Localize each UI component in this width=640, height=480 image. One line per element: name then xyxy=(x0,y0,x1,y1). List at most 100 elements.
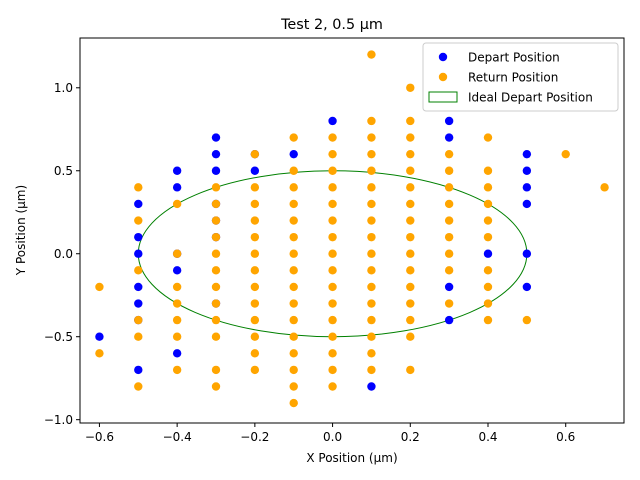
legend-label: Ideal Depart Position xyxy=(468,91,593,105)
data-point xyxy=(289,232,298,242)
data-point xyxy=(328,133,337,142)
data-point xyxy=(250,349,260,358)
data-point xyxy=(250,249,260,258)
data-point xyxy=(406,83,415,92)
y-tick-label: −1.0 xyxy=(44,413,73,427)
data-point xyxy=(444,282,454,292)
data-point xyxy=(134,232,143,242)
data-point xyxy=(211,216,221,225)
data-point xyxy=(406,116,415,126)
legend-label: Return Position xyxy=(468,71,558,85)
y-axis: −1.0 −0.5 0.0 0.5 1.0 xyxy=(44,81,80,427)
data-point xyxy=(172,365,182,375)
data-point xyxy=(483,299,493,308)
data-point xyxy=(289,199,298,209)
plot-area xyxy=(95,50,609,408)
data-point xyxy=(406,282,415,292)
data-point xyxy=(444,149,454,159)
data-point xyxy=(211,249,221,258)
data-point xyxy=(289,133,298,142)
data-point xyxy=(483,199,493,209)
data-point xyxy=(367,133,376,142)
data-point xyxy=(522,315,532,325)
data-point xyxy=(172,282,182,292)
data-point xyxy=(444,183,454,192)
data-point xyxy=(444,266,454,275)
data-point xyxy=(250,299,260,308)
data-point xyxy=(444,249,454,258)
data-point xyxy=(328,166,337,175)
data-point xyxy=(289,365,298,375)
data-point xyxy=(367,332,376,341)
data-point xyxy=(289,315,298,325)
legend: Depart Position Return Position Ideal Depa… xyxy=(422,42,619,112)
data-point xyxy=(211,199,221,209)
data-point xyxy=(134,183,143,192)
data-point xyxy=(211,382,221,391)
x-axis-label: X Position (µm) xyxy=(306,451,397,465)
data-point xyxy=(367,382,376,391)
data-point xyxy=(328,116,337,126)
data-point xyxy=(483,249,493,258)
chart-title: Test 2, 0.5 µm xyxy=(280,17,383,33)
data-point xyxy=(289,382,298,391)
x-tick-label: −0.2 xyxy=(240,430,269,444)
data-point xyxy=(289,183,298,192)
data-point xyxy=(367,232,376,242)
x-tick-label: 0.4 xyxy=(478,430,497,444)
data-point xyxy=(406,183,415,192)
data-point xyxy=(211,149,221,159)
legend-marker xyxy=(438,72,448,82)
data-point xyxy=(444,216,454,225)
legend-item: Depart Position xyxy=(438,51,560,65)
data-point xyxy=(328,382,337,391)
data-point xyxy=(406,315,415,325)
data-point xyxy=(289,332,298,341)
data-point xyxy=(95,332,104,341)
data-point xyxy=(522,166,532,175)
data-point xyxy=(522,282,532,292)
data-point xyxy=(211,315,221,325)
data-point xyxy=(367,349,376,358)
series-return xyxy=(95,50,609,408)
data-point xyxy=(289,249,298,258)
data-point xyxy=(367,116,376,126)
data-point xyxy=(328,266,337,275)
data-point xyxy=(406,149,415,159)
data-point xyxy=(522,199,532,209)
data-point xyxy=(483,216,493,225)
data-point xyxy=(134,382,143,391)
data-point xyxy=(289,216,298,225)
data-point xyxy=(406,166,415,175)
axes-frame xyxy=(79,37,625,424)
data-point xyxy=(172,332,182,341)
data-point xyxy=(172,299,182,308)
data-point xyxy=(406,232,415,242)
data-point xyxy=(406,199,415,209)
data-point xyxy=(134,315,143,325)
data-point xyxy=(328,315,337,325)
data-point xyxy=(406,266,415,275)
data-point xyxy=(483,183,493,192)
data-point xyxy=(367,299,376,308)
data-point xyxy=(367,249,376,258)
data-point xyxy=(250,216,260,225)
data-point xyxy=(172,349,182,358)
x-tick-label: 0.6 xyxy=(556,430,575,444)
data-point xyxy=(134,282,143,292)
data-point xyxy=(250,149,260,159)
data-point xyxy=(328,183,337,192)
data-point xyxy=(95,282,104,292)
data-point xyxy=(250,266,260,275)
data-point xyxy=(483,315,493,325)
data-point xyxy=(250,199,260,209)
data-point xyxy=(444,116,454,126)
data-point xyxy=(289,266,298,275)
data-point xyxy=(211,133,221,142)
data-point xyxy=(289,349,298,358)
data-point xyxy=(406,133,415,142)
data-point xyxy=(328,149,337,159)
data-point xyxy=(328,199,337,209)
data-point xyxy=(483,282,493,292)
